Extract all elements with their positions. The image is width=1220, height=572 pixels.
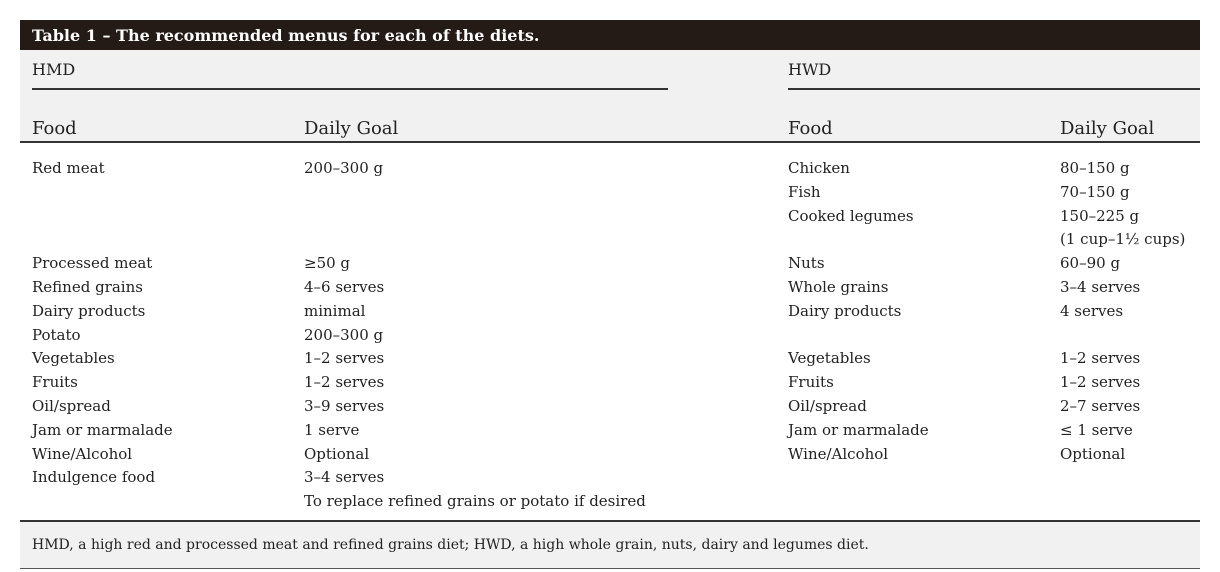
table-footnote: HMD, a high red and processed meat and r… [20, 522, 1200, 568]
table-row: Vegetables 1–2 serves Vegetables 1–2 serves [20, 346, 1200, 370]
cell-goal-hwd: 60–90 g [1060, 254, 1121, 273]
cell-goal-hwd: 3–4 serves [1060, 278, 1141, 296]
cell-food-hwd: Jam or marmalade [788, 420, 929, 439]
cell-goal-hwd: 150–225 g [1060, 206, 1140, 225]
cell-goal-hwd: 1–2 serves [1060, 373, 1141, 392]
cell-food-hwd: Wine/Alcohol [788, 444, 889, 463]
table-row: Indulgence food 3–4 serves [20, 465, 1200, 489]
table-row: Jam or marmalade 1 serve Jam or marmalade ≤… [20, 418, 1200, 442]
cell-food-hmd: Oil/spread [32, 397, 111, 415]
cell-goal-hmd: Optional [304, 444, 370, 463]
cell-goal-hwd: 1–2 serves [1060, 349, 1141, 368]
header-band [20, 50, 1200, 141]
cell-food-hmd: Fruits [32, 373, 78, 392]
cell-goal-hmd: minimal [304, 301, 366, 320]
cell-food-hwd: Vegetables [788, 349, 871, 368]
cell-food-hmd: Red meat [32, 159, 105, 177]
cell-goal-hmd: 4–6 serves [304, 278, 385, 296]
cell-food-hmd: Jam or marmalade [32, 420, 173, 439]
cell-goal-hmd: 200–300 g [304, 325, 384, 344]
cell-goal-hwd: Optional [1060, 444, 1126, 463]
group-rule-hwd [788, 88, 1200, 90]
cell-goal-hmd: 3–9 serves [304, 397, 385, 415]
footer-rule [20, 568, 1200, 569]
table-row: Fruits 1–2 serves Fruits 1–2 serves [20, 370, 1200, 394]
cell-goal-hmd: 1 serve [304, 420, 360, 439]
cell-goal-hmd: ≥50 g [304, 254, 351, 273]
table-row: Oil/spread 3–9 serves Oil/spread 2–7 serves [20, 394, 1200, 418]
cell-food-hwd: Chicken [788, 159, 850, 177]
cell-food-hwd: Whole grains [788, 278, 889, 296]
cell-food-hmd: Potato [32, 325, 81, 344]
cell-food-hmd: Indulgence food [32, 468, 156, 487]
table-row: Dairy products minimal Dairy products 4 ser… [20, 299, 1200, 323]
cell-food-hmd: Processed meat [32, 254, 153, 273]
cell-food-hmd: Wine/Alcohol [32, 444, 133, 463]
cell-food-hmd: Dairy products [32, 301, 146, 320]
group-rule-hmd [32, 88, 668, 90]
cell-food-hwd: Fruits [788, 373, 834, 392]
cell-goal-hwd: 70–150 g [1060, 182, 1130, 201]
table-row: Fish 70–150 g [20, 180, 1200, 204]
cell-food-hwd: Oil/spread [788, 397, 867, 415]
body-rule [20, 520, 1200, 522]
cell-food-hmd: Refined grains [32, 278, 143, 296]
column-header-food-hmd: Food [32, 118, 77, 139]
column-header-food-hwd: Food [788, 118, 833, 139]
cell-goal-hwd: 4 serves [1060, 301, 1124, 320]
cell-goal-hmd: 1–2 serves [304, 349, 385, 368]
cell-goal-hmd: 200–300 g [304, 159, 384, 177]
cell-food-hwd: Nuts [788, 254, 825, 273]
cell-food-hwd: Dairy products [788, 301, 902, 320]
table-row: Red meat 200–300 g Chicken 80–150 g [20, 156, 1200, 180]
table-row: Cooked legumes 150–225 g [20, 204, 1200, 228]
cell-goal-hwd: 80–150 g [1060, 159, 1130, 177]
cell-goal-hmd: To replace refined grains or potato if d… [304, 492, 646, 511]
header-rule [20, 141, 1200, 143]
table-row: Refined grains 4–6 serves Whole grains 3–4 … [20, 275, 1200, 299]
cell-goal-hwd: 2–7 serves [1060, 397, 1141, 415]
table-row: (1 cup–1½ cups) [20, 227, 1200, 251]
column-header-goal-hmd: Daily Goal [304, 118, 399, 139]
table-row: To replace refined grains or potato if d… [20, 489, 1200, 513]
group-label-hwd: HWD [788, 60, 832, 79]
cell-food-hwd: Cooked legumes [788, 206, 914, 225]
cell-goal-hwd: ≤ 1 serve [1060, 420, 1133, 439]
group-label-hmd: HMD [32, 60, 76, 79]
diet-menu-table: Table 1 – The recommended menus for each… [20, 20, 1200, 570]
cell-food-hmd: Vegetables [32, 349, 115, 368]
column-header-goal-hwd: Daily Goal [1060, 118, 1155, 139]
cell-goal-hmd: 3–4 serves [304, 468, 385, 487]
cell-goal-hwd: (1 cup–1½ cups) [1060, 230, 1186, 249]
table-row: Potato 200–300 g [20, 323, 1200, 347]
cell-goal-hmd: 1–2 serves [304, 373, 385, 392]
table-row: Processed meat ≥50 g Nuts 60–90 g [20, 251, 1200, 275]
cell-food-hwd: Fish [788, 182, 821, 201]
table-row: Wine/Alcohol Optional Wine/Alcohol Optional [20, 442, 1200, 466]
table-title: Table 1 – The recommended menus for each… [20, 20, 1200, 50]
